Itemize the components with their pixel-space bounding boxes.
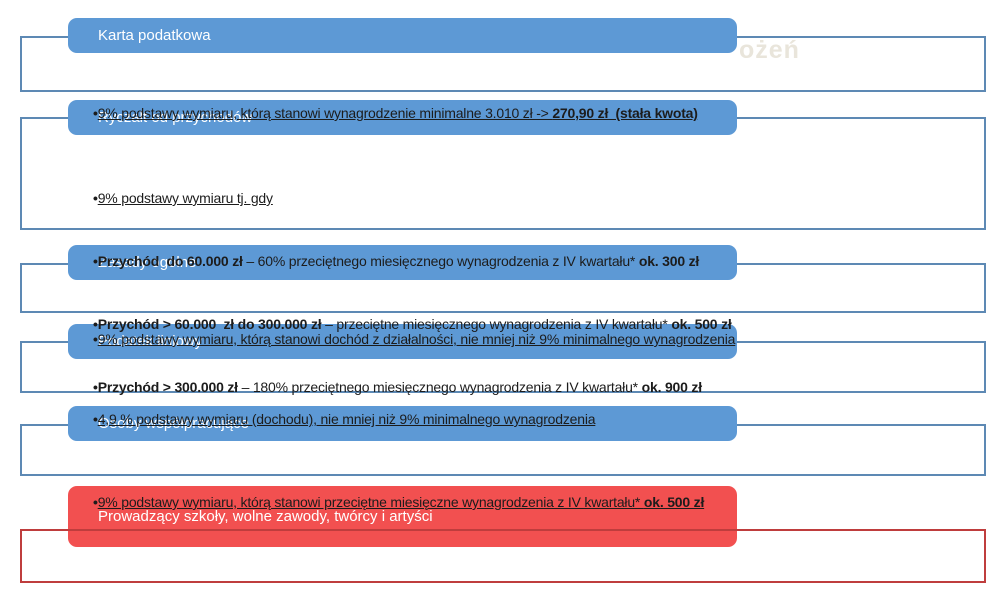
section-header: Prowadzący szkoły, wolne zawody, twórcy … (68, 486, 737, 547)
bullet-icon: • (93, 190, 98, 206)
bullet-text: 4,9 % podstawy wymiaru (dochodu), nie mn… (97, 411, 596, 427)
bullet-text-bold: Przychód do 60.000 zł (97, 253, 247, 269)
section-body-box (20, 529, 986, 583)
bullet-item: •9% podstawy wymiaru tj. gdy (93, 188, 732, 209)
bullet-icon: • (93, 316, 98, 332)
bullet-text-bold: ok. 300 zł (638, 253, 700, 269)
section-title: Ryczałt od przychodów (98, 109, 253, 126)
bullet-text-bold: Przychód > 60.000 zł do 300.000 zł (97, 316, 326, 332)
section-header: Karta podatkowa (68, 18, 737, 53)
section-bullets: •9% podstawy wymiaru, którą stanowi prze… (93, 450, 704, 555)
section-bullets: •9% podstawy wymiaru, którą stanowi prze… (93, 554, 704, 599)
section-header: Ryczałt od przychodów (68, 100, 737, 135)
section-bullets: •9% podstawy wymiaru, którą stanowi doch… (93, 287, 735, 392)
bullet-item: •Przychód > 300.000 zł – 180% przeciętne… (93, 377, 732, 398)
bullet-text: – 180% przeciętnego miesięcznego wynagro… (241, 379, 642, 395)
bullet-text: – 60% przeciętnego miesięcznego wynagrod… (246, 253, 639, 269)
bullet-icon: • (93, 331, 98, 347)
bullet-text: 9% podstawy wymiaru tj. gdy (97, 190, 273, 206)
bullet-text-bold: ok. 900 zł (641, 379, 702, 395)
section-bullets: •9% podstawy wymiaru, którą stanowi wyna… (93, 61, 698, 166)
bullet-item: •4,9 % podstawy wymiaru (dochodu), nie m… (93, 409, 596, 430)
bullet-text-bold: Przychód > 300.000 zł (97, 379, 242, 395)
bullet-icon: • (93, 105, 98, 121)
bullet-item: •9% podstawy wymiaru, którą stanowi doch… (93, 329, 735, 350)
section-bullets: •9% podstawy wymiaru tj. gdy •Przychód d… (93, 146, 732, 440)
section-header: Zasady ogólne (68, 245, 737, 280)
bullet-text: 9% podstawy wymiaru, którą stanowi dochó… (97, 331, 736, 347)
section-header: Podatek liniowy (68, 324, 737, 359)
section-title: Osoby współpracujące (98, 415, 249, 432)
bullet-text: 9% podstawy wymiaru, którą stanowi przec… (97, 494, 644, 510)
bullet-item: •9% podstawy wymiaru, którą stanowi wyna… (93, 103, 698, 124)
bullet-item: •Przychód > 60.000 zł do 300.000 zł – pr… (93, 314, 732, 335)
bullet-icon: • (93, 379, 98, 395)
bullet-icon: • (93, 494, 98, 510)
bullet-text: – przeciętne miesięcznego wynagrodzenia … (325, 316, 672, 332)
bullet-text-bold: ok. 500 zł (671, 316, 732, 332)
bullet-text: 9% podstawy wymiaru, którą stanowi wynag… (97, 105, 553, 121)
section-title: Karta podatkowa (98, 27, 211, 44)
section-title: Prowadzący szkoły, wolne zawody, twórcy … (98, 508, 433, 525)
section-title: Zasady ogólne (98, 254, 197, 271)
bullet-icon: • (93, 253, 98, 269)
bullet-icon: • (93, 411, 98, 427)
watermark-text: ożeń (739, 36, 800, 64)
section-title: Podatek liniowy (98, 333, 203, 350)
bullet-item: •Przychód do 60.000 zł – 60% przeciętneg… (93, 251, 732, 272)
section-header: Osoby współpracujące (68, 406, 737, 441)
section-bullets: •4,9 % podstawy wymiaru (dochodu), nie m… (93, 367, 596, 472)
bullet-item: •9% podstawy wymiaru, którą stanowi prze… (93, 492, 704, 513)
bullet-text-bold: ok. 500 zł (643, 494, 705, 510)
bullet-text-bold: 270,90 zł (stała kwota) (552, 105, 698, 121)
